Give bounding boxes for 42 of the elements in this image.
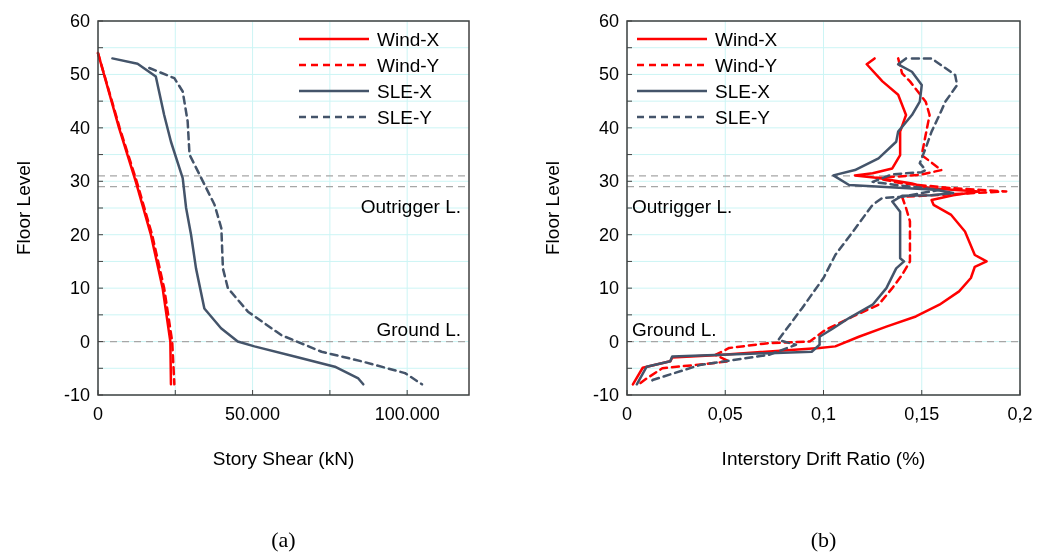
ref-line-label: Ground L. — [632, 318, 717, 340]
text: (a) — [271, 527, 296, 552]
y-tick-label: -10 — [592, 385, 619, 405]
x-tick-label: 0,05 — [707, 404, 743, 424]
x-tick-label: 0,1 — [810, 404, 837, 424]
y-tick-label: 30 — [69, 171, 90, 192]
legend-label: Wind-Y — [377, 55, 440, 76]
y-tick-label: 20 — [69, 224, 90, 245]
legend-label: Wind-X — [715, 29, 778, 50]
text: (b) — [810, 527, 837, 552]
y-tick-label: -10 — [63, 385, 90, 405]
x-axis-title: Interstory Drift Ratio (%) — [721, 448, 926, 469]
x-tick-label: 100.000 — [374, 404, 440, 424]
y-tick-label: 20 — [598, 224, 619, 245]
y-tick-label: 50 — [69, 64, 90, 85]
x-tick-label: 0 — [92, 404, 104, 424]
y-tick-label: 10 — [598, 278, 619, 299]
y-tick-label: 40 — [69, 117, 90, 138]
y-tick-label: 30 — [598, 171, 619, 192]
legend-label: Wind-X — [377, 29, 440, 50]
ref-line-label: Outrigger L. — [632, 195, 733, 217]
ref-line-label: Outrigger L. — [360, 195, 461, 217]
y-tick-label: 60 — [69, 11, 90, 31]
legend-label: SLE-Y — [715, 107, 771, 128]
legend-label: SLE-X — [377, 81, 433, 102]
y-tick-label: 10 — [69, 278, 90, 299]
y-tick-label: 50 — [598, 64, 619, 85]
legend-label: Wind-Y — [715, 55, 778, 76]
y-tick-label: 40 — [598, 117, 619, 138]
y-axis-title: Floor Level — [542, 161, 563, 255]
legend-label: SLE-Y — [377, 107, 433, 128]
legend-label: SLE-X — [715, 81, 771, 102]
x-tick-label: 0,2 — [1007, 404, 1033, 424]
x-tick-label: 0,15 — [904, 404, 940, 424]
y-tick-label: 60 — [598, 11, 619, 31]
x-axis-title: Story Shear (kN) — [212, 448, 355, 469]
y-axis-title: Floor Level — [13, 161, 34, 255]
ref-line-label: Ground L. — [376, 318, 461, 340]
x-tick-label: 50.000 — [225, 404, 281, 424]
y-tick-label: 0 — [608, 331, 619, 352]
y-tick-label: 0 — [79, 331, 90, 352]
x-tick-label: 0 — [621, 404, 633, 424]
